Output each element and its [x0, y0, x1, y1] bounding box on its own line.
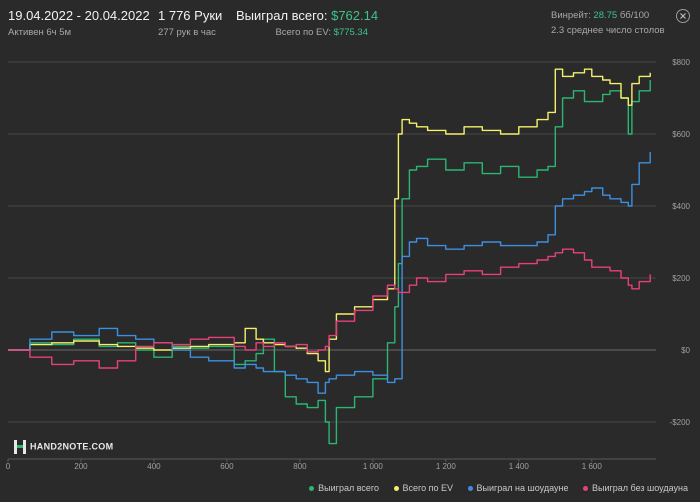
winrate-value: 28.75: [593, 10, 618, 21]
y-tick-label: $400: [672, 202, 690, 211]
date-range: 19.04.2022 - 20.04.2022: [8, 8, 150, 23]
y-tick-label: $0: [681, 346, 690, 355]
series-line-3: [8, 248, 651, 369]
legend-dot: [393, 486, 399, 492]
x-tick-label: 800: [293, 462, 307, 471]
series-line-0: [8, 80, 651, 445]
active-time: Активен 6ч 5м: [8, 27, 72, 38]
ev-label: Всего по EV:: [275, 27, 332, 38]
legend-label: Всего по EV: [402, 483, 453, 493]
series-lines: [8, 68, 651, 445]
winrate-unit: бб/100: [619, 10, 650, 21]
x-tick-label: 1 400: [509, 462, 530, 471]
legend-label: Выиграл всего: [318, 483, 379, 493]
tick-labels: -$200 $0 $200 $400 $600 $800 0 200 400 600 800 1 00…: [6, 58, 691, 471]
legend: Выиграл всего Всего по EV Выиграл на шоу…: [297, 483, 688, 493]
y-tick-label: $600: [672, 130, 690, 139]
legend-item-showdown[interactable]: Выиграл на шоудауне: [467, 483, 569, 493]
x-tick-label: 1 000: [363, 462, 384, 471]
winnings-summary: Выиграл всего: $762.14 Всего по EV: $775…: [236, 8, 378, 38]
hands-count: 1 776 Руки: [158, 8, 223, 23]
legend-dot: [583, 486, 588, 492]
winrate-label: Винрейт:: [551, 10, 591, 21]
won-total-label: Выиграл всего:: [236, 8, 328, 23]
session-period: 19.04.2022 - 20.04.2022 Активен 6ч 5м: [8, 8, 150, 38]
hand2note-logo-icon: [14, 440, 26, 454]
y-tick-label: -$200: [670, 418, 691, 427]
y-tick-label: $200: [672, 274, 690, 283]
legend-dot: [309, 486, 315, 492]
legend-label: Выиграл без шоудауна: [592, 483, 688, 493]
legend-item-non-showdown[interactable]: Выиграл без шоудауна: [583, 483, 688, 493]
summary-header: 19.04.2022 - 20.04.2022 Активен 6ч 5м 1 …: [0, 0, 700, 44]
winrate-summary: Винрейт: 28.75 бб/100 2.3 среднее число …: [551, 8, 665, 36]
grid: [7, 61, 656, 462]
series-line-1: [8, 68, 651, 373]
series-line-2: [8, 152, 651, 394]
logo-text: HAND2NOTE.COM: [30, 441, 114, 452]
y-tick-label: $800: [672, 58, 690, 67]
x-tick-label: 200: [74, 462, 88, 471]
hand2note-logo: HAND2NOTE.COM: [14, 440, 113, 454]
ev-value: $775.34: [333, 27, 368, 38]
average-tables: 2.3 среднее число столов: [551, 25, 665, 36]
x-tick-label: 400: [147, 462, 161, 471]
legend-item-won-total[interactable]: Выиграл всего: [309, 483, 379, 493]
close-icon[interactable]: [676, 9, 690, 23]
hands-per-hour: 277 рук в час: [158, 27, 216, 38]
x-tick-label: 600: [220, 462, 234, 471]
legend-item-ev[interactable]: Всего по EV: [393, 483, 453, 493]
hands-summary: 1 776 Руки 277 рук в час: [158, 8, 222, 38]
x-tick-label: 0: [6, 462, 11, 471]
won-total-value: $762.14: [331, 8, 379, 23]
x-tick-label: 1 600: [582, 462, 603, 471]
x-tick-label: 1 200: [436, 462, 457, 471]
legend-dot: [467, 486, 473, 492]
legend-label: Выиграл на шоудауне: [476, 483, 569, 493]
